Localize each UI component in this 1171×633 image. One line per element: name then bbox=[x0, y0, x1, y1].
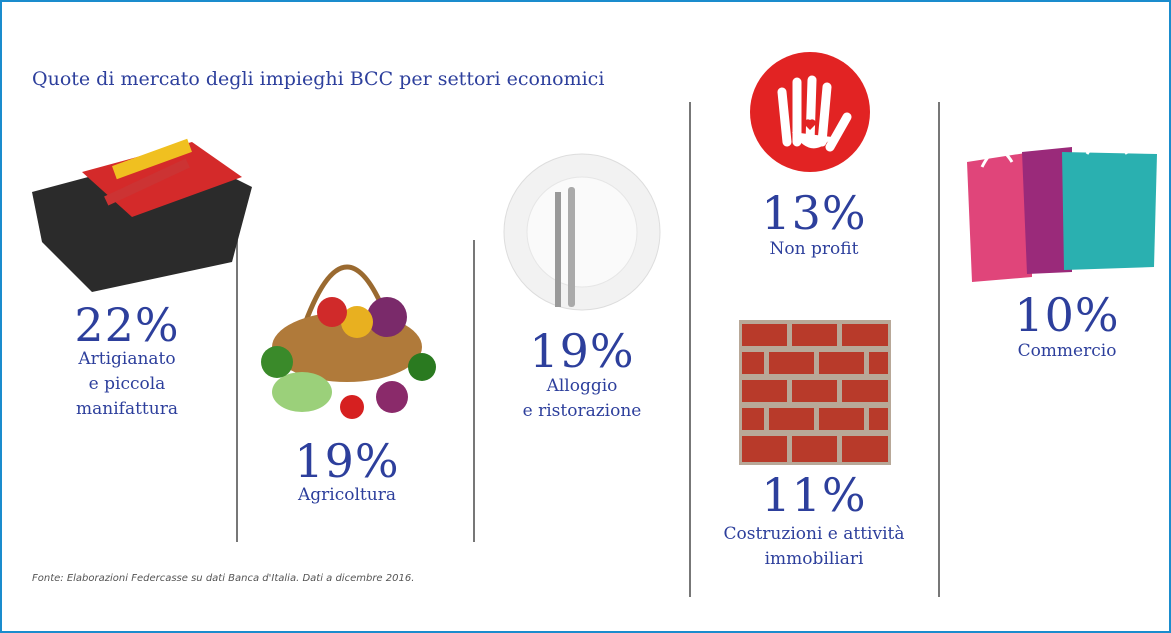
percentage: 10% bbox=[1014, 288, 1120, 342]
source-note: Fonte: Elaborazioni Federcasse su dati B… bbox=[32, 573, 415, 584]
label-line: Agricoltura bbox=[298, 485, 396, 505]
label-line: Non profit bbox=[769, 239, 859, 259]
percentage: 22% bbox=[74, 298, 180, 352]
percentage: 13% bbox=[761, 186, 867, 240]
bags-icon bbox=[967, 136, 1157, 282]
basket-icon bbox=[261, 264, 436, 419]
bricks-icon bbox=[739, 320, 891, 465]
label-line: manifattura bbox=[76, 399, 178, 419]
label-line: e piccola bbox=[88, 374, 166, 394]
sector-label: Artigianato e piccola manifattura bbox=[76, 347, 178, 422]
percentage: 11% bbox=[761, 468, 867, 522]
percentage: 19% bbox=[294, 434, 400, 488]
plate-icon bbox=[503, 153, 661, 311]
sector-label: Costruzioni e attività immobiliari bbox=[724, 522, 905, 572]
sector-label: Alloggio e ristorazione bbox=[523, 374, 642, 424]
label-line: Alloggio bbox=[546, 376, 618, 396]
label-line: Artigianato bbox=[78, 349, 176, 369]
toolbox-icon bbox=[32, 138, 252, 292]
label-line: e ristorazione bbox=[522, 401, 642, 421]
label-line: Commercio bbox=[1017, 341, 1117, 361]
label-line: Costruzioni e attività bbox=[723, 524, 905, 544]
sector-label: Agricoltura bbox=[298, 483, 396, 508]
label-line: immobiliari bbox=[764, 549, 864, 569]
sector-label: Non profit bbox=[770, 237, 859, 262]
percentage: 19% bbox=[529, 324, 635, 378]
title: Quote di mercato degli impieghi BCC per … bbox=[32, 68, 605, 90]
sector-label: Commercio bbox=[1018, 339, 1117, 364]
hand-icon bbox=[750, 52, 870, 172]
dividers bbox=[236, 102, 940, 597]
